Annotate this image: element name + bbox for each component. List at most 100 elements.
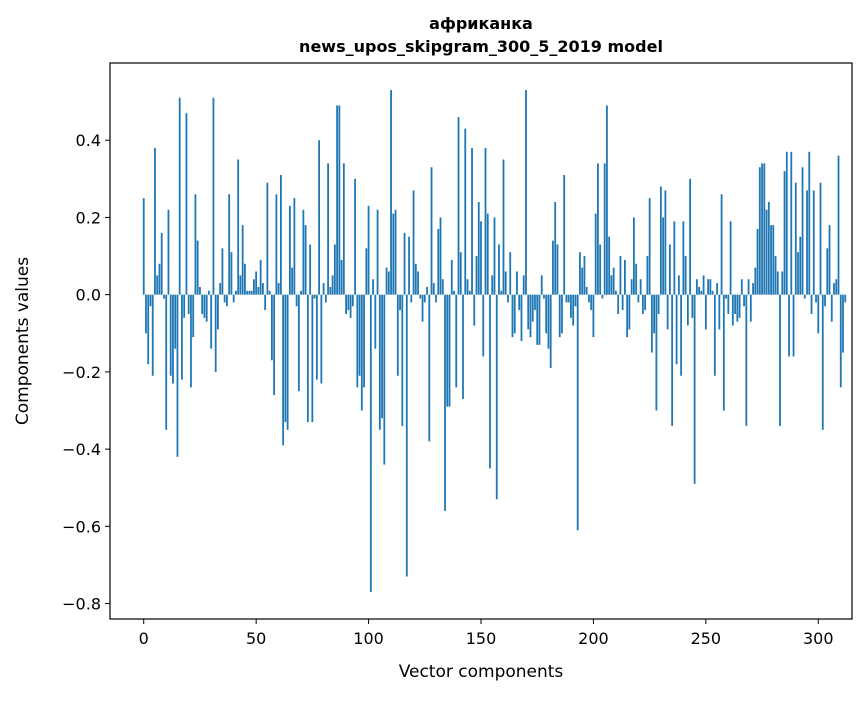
- bar-200: [592, 294, 595, 338]
- bar-207: [608, 236, 611, 295]
- bar-11: [167, 209, 170, 295]
- bar-115: [401, 294, 404, 426]
- bar-84: [331, 275, 334, 295]
- bar-292: [799, 236, 802, 295]
- bar-280: [772, 225, 775, 295]
- y-axis-ticks: −0.8 −0.6 −0.4 −0.2 0.0 0.2 0.4: [62, 131, 110, 614]
- bar-40: [232, 294, 235, 303]
- bar-1: [145, 294, 147, 334]
- x-axis-ticks: 0 50 100 150 200 250 300: [139, 619, 834, 648]
- bar-119: [410, 294, 413, 303]
- bar-13: [172, 294, 174, 384]
- bar-141: [459, 252, 462, 295]
- bar-260: [727, 294, 730, 314]
- bar-223: [644, 294, 647, 311]
- bar-109: [387, 271, 390, 295]
- bar-191: [572, 294, 575, 326]
- bar-54: [264, 294, 267, 311]
- bar-288: [790, 151, 793, 295]
- bar-36: [223, 294, 226, 303]
- bar-101: [369, 294, 372, 592]
- bar-22: [192, 294, 195, 338]
- bar-113: [396, 294, 399, 376]
- bar-102: [372, 279, 374, 295]
- bar-303: [824, 294, 826, 307]
- bar-279: [770, 225, 772, 295]
- bar-242: [686, 294, 689, 326]
- y-tick-label: −0.6: [62, 517, 101, 536]
- bar-231: [662, 217, 665, 295]
- bar-123: [419, 294, 422, 299]
- bar-12: [169, 294, 172, 376]
- bar-249: [702, 275, 705, 295]
- bar-79: [320, 294, 323, 384]
- bar-294: [803, 294, 806, 299]
- bar-165: [513, 294, 516, 334]
- bar-94: [354, 178, 356, 295]
- x-tick-label: 300: [803, 629, 834, 648]
- bar-208: [610, 275, 613, 295]
- bar-5: [154, 147, 156, 295]
- bar-148: [475, 256, 478, 295]
- bar-180: [547, 294, 550, 349]
- x-tick-label: 50: [246, 629, 266, 648]
- bar-124: [421, 294, 424, 322]
- bar-48: [250, 290, 253, 295]
- bar-45: [244, 263, 246, 295]
- bar-171: [527, 294, 530, 330]
- bar-4: [151, 294, 154, 376]
- bar-299: [815, 294, 817, 303]
- bar-166: [516, 271, 518, 295]
- bar-172: [529, 294, 532, 338]
- bar-274: [758, 167, 761, 295]
- bar-192: [574, 294, 577, 307]
- bar-62: [282, 294, 285, 446]
- bar-64: [286, 294, 289, 430]
- bar-138: [453, 290, 455, 295]
- bar-220: [637, 294, 640, 303]
- bar-211: [617, 294, 620, 314]
- bar-159: [500, 290, 503, 295]
- bar-28: [205, 294, 208, 322]
- bar-293: [801, 167, 804, 295]
- bar-181: [549, 294, 552, 369]
- bar-295: [806, 190, 808, 295]
- bar-51: [257, 286, 260, 295]
- bar-57: [270, 294, 273, 361]
- bar-77: [315, 294, 318, 380]
- bar-302: [821, 294, 824, 430]
- bar-224: [646, 256, 649, 295]
- bar-32: [214, 294, 217, 372]
- bar-198: [588, 294, 590, 303]
- bar-190: [570, 294, 572, 318]
- bar-306: [830, 294, 833, 322]
- bar-139: [455, 294, 458, 388]
- bar-232: [664, 190, 667, 295]
- bar-219: [635, 263, 638, 295]
- bar-284: [781, 271, 784, 295]
- bar-253: [711, 290, 714, 295]
- bar-49: [253, 279, 255, 295]
- bar-300: [817, 294, 820, 334]
- bar-78: [318, 140, 321, 295]
- bar-72: [304, 225, 307, 295]
- bar-26: [201, 294, 204, 314]
- bar-154: [489, 294, 491, 469]
- bar-309: [837, 155, 840, 295]
- bar-118: [408, 236, 410, 295]
- bar-38: [228, 194, 231, 295]
- bar-184: [556, 244, 559, 295]
- bar-179: [545, 294, 548, 334]
- bar-209: [612, 267, 615, 295]
- bar-47: [248, 290, 251, 295]
- bar-69: [297, 294, 300, 392]
- bar-263: [734, 294, 736, 314]
- bar-254: [713, 294, 716, 376]
- bar-103: [374, 294, 377, 349]
- bar-44: [241, 225, 244, 295]
- bar-267: [743, 294, 745, 307]
- bar-162: [507, 294, 509, 303]
- bar-265: [738, 294, 741, 318]
- bar-233: [666, 294, 669, 330]
- bar-222: [641, 294, 644, 314]
